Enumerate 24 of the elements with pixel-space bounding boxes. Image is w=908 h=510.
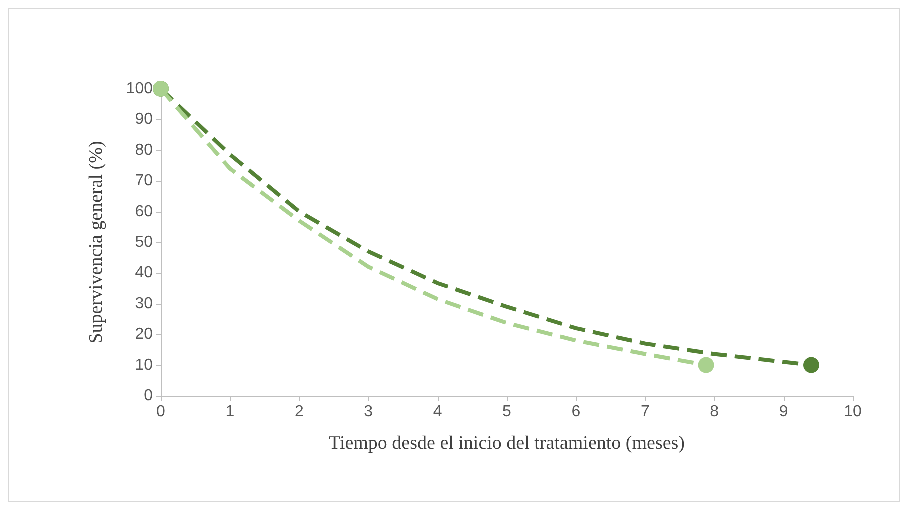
y-tick-label: 10 [135, 356, 154, 374]
y-tick-label: 90 [135, 111, 154, 128]
y-tick-label: 60 [135, 203, 154, 220]
x-tick-label: 4 [433, 404, 442, 420]
x-tick-label: 10 [844, 404, 862, 420]
x-tick-label: 9 [779, 404, 788, 420]
x-tick-label: 8 [710, 404, 720, 420]
y-tick-label: 50 [135, 234, 154, 251]
x-tick-label: 0 [156, 404, 166, 420]
y-tick-label: 20 [135, 326, 154, 344]
x-axis-title: Tiempo desde el inicio del tratamiento (meses) [329, 433, 685, 454]
y-tick-label: 0 [144, 388, 154, 404]
y-tick-label: 40 [135, 264, 154, 282]
y-tick-label: 100 [126, 80, 154, 98]
y-tick-label: 70 [135, 172, 154, 190]
y-axis-title: Supervivencia general (%) [86, 141, 107, 344]
x-tick-label: 1 [226, 404, 235, 420]
x-tick-label: 6 [572, 404, 581, 420]
y-tick-label: 30 [135, 295, 154, 312]
x-tick-label: 5 [502, 404, 512, 420]
x-tick-label: 2 [294, 404, 304, 420]
x-tick-label: 3 [364, 404, 374, 420]
x-tick-label: 7 [640, 404, 650, 420]
y-tick-label: 80 [135, 142, 154, 159]
